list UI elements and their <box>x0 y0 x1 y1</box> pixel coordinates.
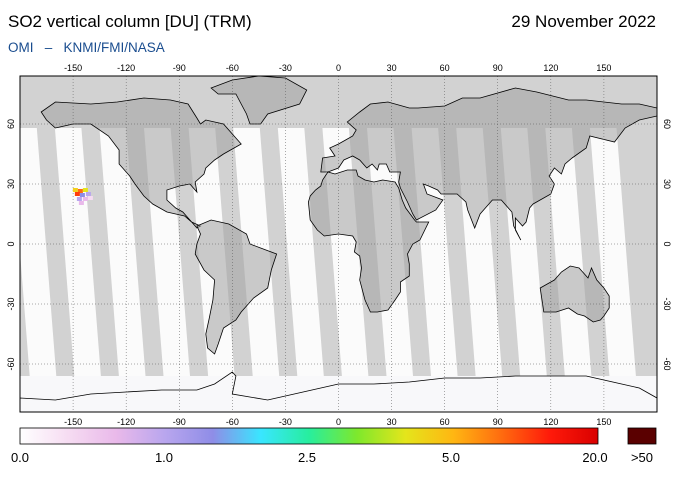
lon-tick-label-bottom: 60 <box>440 417 450 427</box>
lon-tick-label-bottom: -120 <box>117 417 135 427</box>
plume-pixel <box>82 188 88 192</box>
antarctica-coastline <box>20 371 657 412</box>
lon-tick-label-top: -120 <box>117 63 135 73</box>
orbit-swath <box>589 128 636 376</box>
lon-tick-label-top: -30 <box>279 63 292 73</box>
lon-tick-label-bottom: -60 <box>226 417 239 427</box>
so2-plume <box>72 188 93 205</box>
lon-tick-label-bottom: 120 <box>543 417 558 427</box>
colorbar-overflow-box <box>627 427 657 445</box>
plume-pixel <box>82 197 88 201</box>
graticule <box>20 76 657 412</box>
plume-pixel <box>72 188 78 192</box>
colorbar-label: 2.5 <box>298 450 316 465</box>
colorbar-label: 20.0 <box>582 450 607 465</box>
map-frame <box>19 75 658 413</box>
plume-pixel <box>77 189 83 193</box>
orbit-swath <box>277 128 324 376</box>
lat-tick-label-left: -60 <box>6 357 16 370</box>
lat-tick-label-left: 0 <box>6 241 16 246</box>
lon-tick-label-bottom: -90 <box>173 417 186 427</box>
colorbar-labels: 0.0 1.0 2.5 5.0 20.0 >50 <box>11 450 653 465</box>
lon-tick-label-top: -150 <box>64 63 82 73</box>
credit-agencies: KNMI/FMI/NASA <box>63 40 165 55</box>
plume-pixel <box>78 201 84 205</box>
eurasia-coastline <box>320 87 657 241</box>
lon-tick-label-bottom: -30 <box>279 417 292 427</box>
colorbar-overflow-label: >50 <box>631 450 653 465</box>
plume-pixel <box>74 192 80 196</box>
plume-pixel <box>76 197 82 201</box>
lon-tick-label-top: 120 <box>543 63 558 73</box>
lon-tick-label-top: 30 <box>387 63 397 73</box>
greenland-coastline <box>210 76 308 125</box>
lon-tick-label-bottom: -150 <box>64 417 82 427</box>
map-axis-ticks: -150 -150 -120 -120 -90 -90 -60 -60 -30 -30 0 0 30 30… <box>6 63 672 427</box>
south-america-coastline <box>194 219 278 355</box>
colorbar <box>19 427 599 445</box>
lon-tick-label-bottom: 30 <box>387 417 397 427</box>
lon-tick-label-top: -60 <box>226 63 239 73</box>
lon-tick-label-bottom: 150 <box>596 417 611 427</box>
lon-tick-label-top: 0 <box>336 63 341 73</box>
lat-tick-label-left: -30 <box>6 297 16 310</box>
lat-tick-label-right: 60 <box>662 119 672 129</box>
credit-instrument: OMI <box>8 40 34 55</box>
lon-tick-label-top: -90 <box>173 63 186 73</box>
lat-tick-label-right: -30 <box>662 297 672 310</box>
plume-pixel <box>85 192 91 196</box>
plume-pixel <box>87 196 93 200</box>
orbit-swath <box>54 128 101 376</box>
australia-coastline <box>539 265 610 323</box>
lon-tick-label-top: 60 <box>440 63 450 73</box>
lat-tick-label-right: -60 <box>662 357 672 370</box>
plume-pixel <box>79 193 85 197</box>
lon-tick-label-bottom: 0 <box>336 417 341 427</box>
credit-separator: – <box>44 40 53 55</box>
lon-tick-label-bottom: 90 <box>493 417 503 427</box>
map-date: 29 November 2022 <box>511 12 656 31</box>
colorbar-label: 0.0 <box>11 450 29 465</box>
orbit-swath <box>99 128 146 376</box>
lon-tick-label-top: 150 <box>596 63 611 73</box>
map-title: SO2 vertical column [DU] (TRM) <box>8 12 252 31</box>
orbit-swath <box>20 128 57 376</box>
land-masses <box>20 76 657 412</box>
lat-tick-label-left: 30 <box>6 179 16 189</box>
lat-tick-label-right: 30 <box>662 179 672 189</box>
lat-tick-label-right: 0 <box>662 241 672 246</box>
colorbar-label: 5.0 <box>442 450 460 465</box>
lon-tick-label-top: 90 <box>493 63 503 73</box>
credit-line: OMI – KNMI/FMI/NASA <box>8 40 165 55</box>
colorbar-label: 1.0 <box>155 450 173 465</box>
map-area <box>20 76 657 412</box>
north-america-coastline <box>40 97 242 229</box>
lat-tick-label-left: 60 <box>6 119 16 129</box>
